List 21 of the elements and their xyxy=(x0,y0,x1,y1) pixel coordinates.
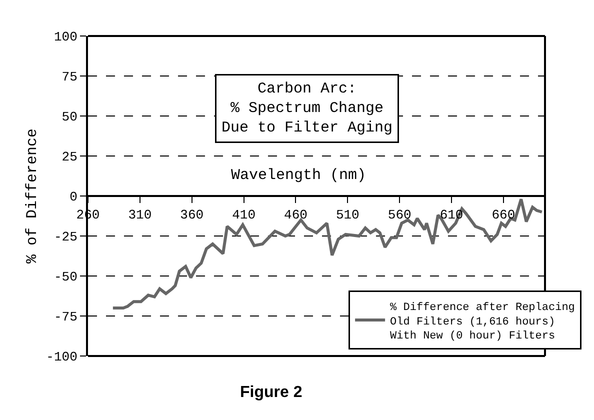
y-tick-label: -50 xyxy=(54,270,78,285)
x-axis-title: Wavelength (nm) xyxy=(231,167,366,184)
y-tick-label: -75 xyxy=(54,310,78,325)
y-tick-label: -100 xyxy=(46,350,78,365)
x-tick-label: 560 xyxy=(388,207,412,222)
y-axis-title: % of Difference xyxy=(24,128,41,264)
text: Carbon Arc: % Spectrum Change Due to Filter Aging xyxy=(222,80,393,136)
x-tick-label: 460 xyxy=(284,207,308,222)
legend-label: % Difference after Replacing Old Filters (1,616 hours) With New (0 hour) Filters xyxy=(390,302,575,343)
x-tick-label: 310 xyxy=(128,207,152,222)
y-tick-label: 75 xyxy=(62,70,78,85)
x-tick-label: 410 xyxy=(232,207,256,222)
x-tick-label: 660 xyxy=(492,207,516,222)
y-tick-label: 50 xyxy=(62,110,78,125)
y-tick-label: 25 xyxy=(62,150,78,165)
caption: Figure 2 xyxy=(240,384,302,401)
y-tick-label: 0 xyxy=(70,190,78,205)
x-tick-label: 510 xyxy=(336,207,360,222)
x-tick-label: 360 xyxy=(180,207,204,222)
y-tick-label: -25 xyxy=(54,230,78,245)
y-tick-label: 100 xyxy=(54,30,78,45)
